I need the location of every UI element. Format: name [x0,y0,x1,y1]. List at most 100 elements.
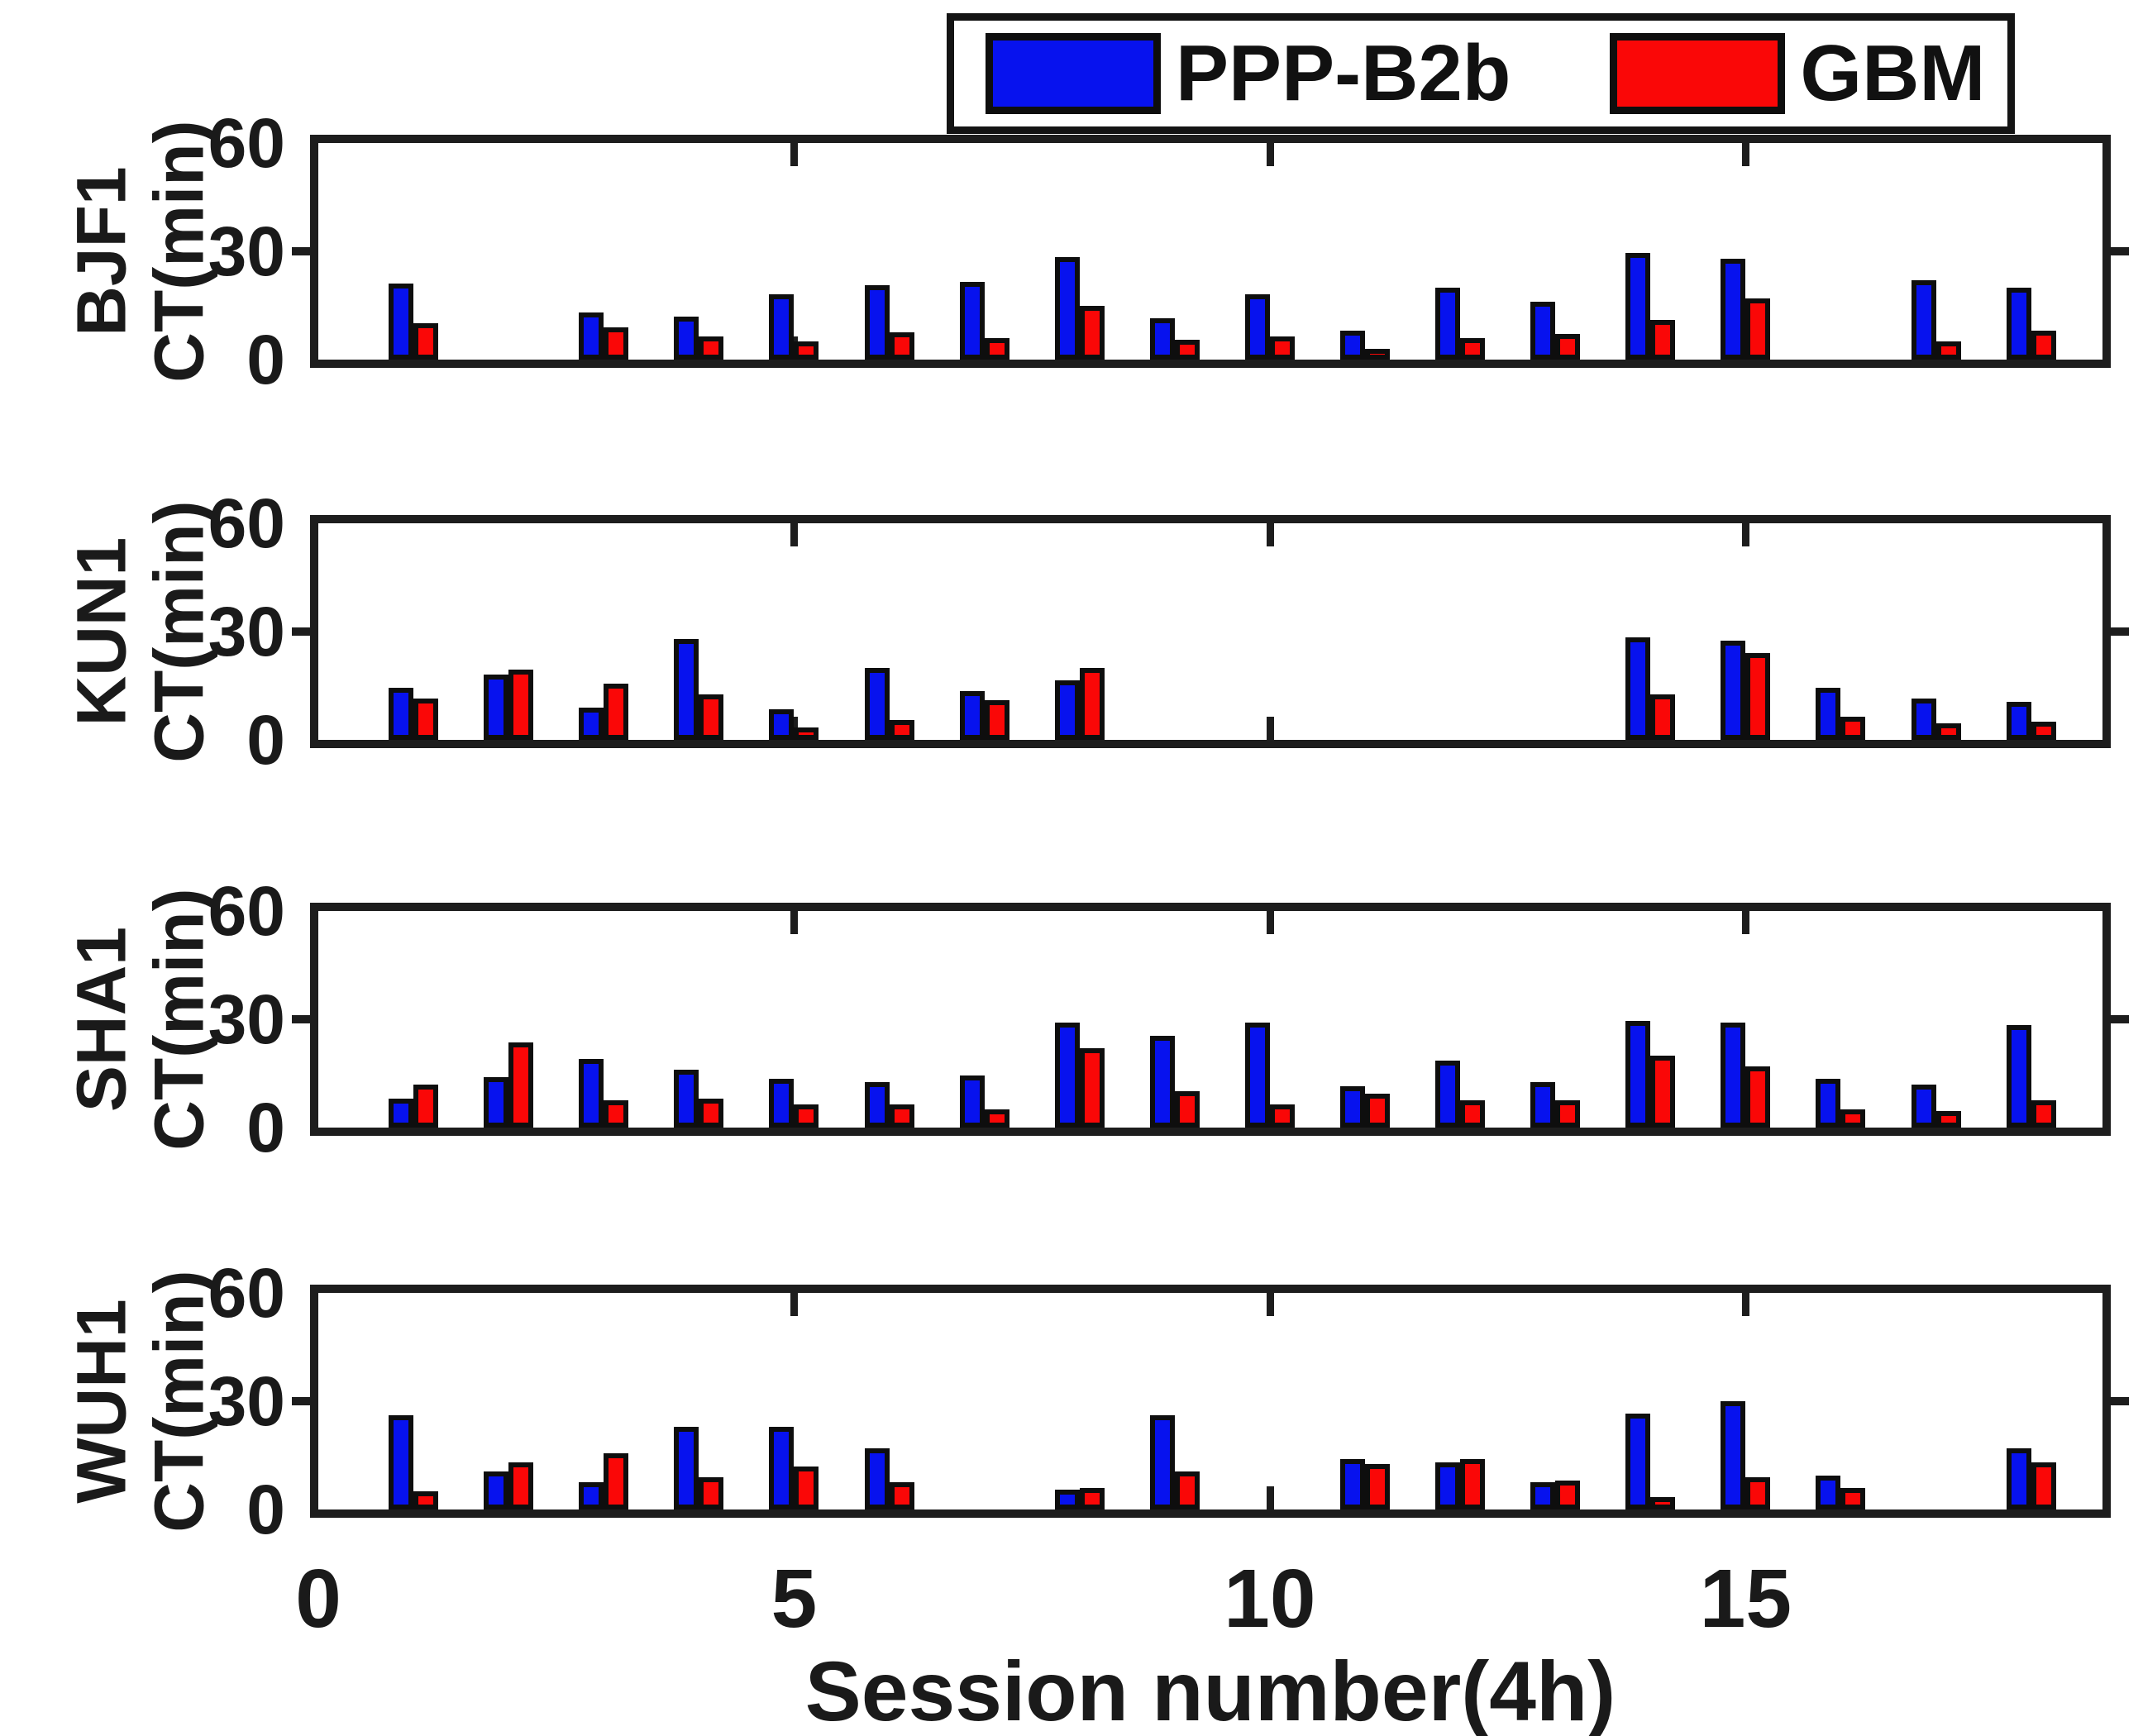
bar-ppp-b2b-sha1-s15 [1721,1023,1746,1128]
bar-gbm-bjf1-s3 [604,327,629,360]
bar-gbm-sha1-s14 [1650,1055,1676,1128]
y-tick-label-60: 60 [208,104,285,182]
bar-ppp-b2b-wuh1-s14 [1625,1414,1651,1509]
bar-ppp-b2b-sha1-s17 [1911,1084,1936,1128]
x-tick-top [790,143,799,166]
legend: PPP-B2b GBM [947,13,2015,134]
bar-gbm-kun1-s3 [604,684,629,740]
bar-ppp-b2b-bjf1-s17 [1911,279,1936,360]
y-tick-label-60: 60 [208,484,285,562]
bar-gbm-kun1-s18 [2031,722,2056,740]
bar-gbm-wuh1-s11 [1365,1464,1391,1509]
plot-area-wuh1 [310,1285,2111,1518]
bar-gbm-sha1-s17 [1935,1111,1961,1128]
x-tick-label-10: 10 [1224,1552,1316,1645]
bar-gbm-sha1-s4 [699,1099,724,1128]
bar-ppp-b2b-sha1-s5 [769,1079,795,1128]
bar-gbm-wuh1-s2 [508,1462,534,1509]
bar-gbm-bjf1-s8 [1079,305,1105,360]
bar-ppp-b2b-kun1-s6 [864,667,890,740]
bar-ppp-b2b-bjf1-s6 [864,285,890,360]
x-tick-top [1266,911,1274,934]
bar-gbm-bjf1-s11 [1365,348,1391,360]
bar-gbm-kun1-s5 [794,727,819,740]
bar-gbm-sha1-s1 [413,1084,439,1128]
x-axis-title: Session number(4h) [804,1644,1616,1736]
bar-ppp-b2b-sha1-s7 [959,1075,985,1128]
y-tick-label-30: 30 [208,980,285,1058]
bar-ppp-b2b-wuh1-s2 [484,1471,509,1509]
legend-label-gbm: GBM [1800,29,1986,117]
bar-ppp-b2b-bjf1-s8 [1054,256,1080,360]
bar-ppp-b2b-bjf1-s13 [1530,302,1556,360]
bar-gbm-sha1-s15 [1745,1066,1771,1128]
bar-gbm-wuh1-s13 [1555,1481,1581,1509]
x-tick-top [1266,523,1274,546]
bar-gbm-kun1-s6 [889,719,914,740]
bar-ppp-b2b-sha1-s8 [1054,1023,1080,1128]
bar-ppp-b2b-kun1-s16 [1816,687,1841,740]
bar-ppp-b2b-kun1-s17 [1911,698,1936,740]
x-tick-bottom [1266,717,1274,740]
bar-ppp-b2b-bjf1-s10 [1244,294,1270,360]
bar-gbm-bjf1-s7 [984,337,1009,360]
bar-gbm-kun1-s2 [508,669,534,740]
bar-ppp-b2b-wuh1-s15 [1721,1401,1746,1509]
bar-gbm-wuh1-s16 [1840,1487,1866,1509]
y-tick-label-30: 30 [208,593,285,670]
y-tick-left [292,247,310,255]
bar-ppp-b2b-kun1-s14 [1625,637,1651,740]
bar-ppp-b2b-wuh1-s8 [1054,1489,1080,1509]
legend-swatch-gbm [1610,33,1786,114]
bar-ppp-b2b-wuh1-s6 [864,1447,890,1509]
bar-gbm-bjf1-s5 [794,341,819,360]
y-tick-right [2111,1397,2129,1405]
x-tick-top [1266,1293,1274,1316]
bar-gbm-sha1-s10 [1269,1104,1295,1128]
bar-ppp-b2b-bjf1-s18 [2006,287,2031,360]
bar-gbm-sha1-s9 [1174,1091,1200,1128]
legend-label-ppp-b2b: PPP-B2b [1176,29,1511,117]
y-tick-left [292,1397,310,1405]
bar-ppp-b2b-wuh1-s12 [1435,1462,1461,1509]
bar-ppp-b2b-bjf1-s14 [1625,253,1651,360]
bar-gbm-sha1-s2 [508,1042,534,1128]
bar-ppp-b2b-wuh1-s1 [389,1415,414,1509]
bar-gbm-wuh1-s18 [2031,1462,2056,1509]
bar-ppp-b2b-wuh1-s18 [2006,1447,2031,1509]
y-tick-label-0: 0 [246,321,285,398]
legend-swatch-ppp-b2b [986,33,1161,114]
bar-ppp-b2b-sha1-s12 [1435,1061,1461,1128]
bar-gbm-wuh1-s6 [889,1482,914,1509]
bar-gbm-bjf1-s13 [1555,334,1581,360]
bar-gbm-sha1-s8 [1079,1047,1105,1128]
bar-gbm-bjf1-s4 [699,336,724,360]
bar-ppp-b2b-wuh1-s11 [1340,1458,1366,1509]
bar-ppp-b2b-kun1-s7 [959,691,985,740]
bar-gbm-bjf1-s17 [1935,341,1961,360]
bar-ppp-b2b-bjf1-s5 [769,294,795,360]
bar-ppp-b2b-bjf1-s11 [1340,331,1366,360]
bar-gbm-kun1-s17 [1935,723,1961,740]
bar-gbm-kun1-s7 [984,699,1009,740]
bar-gbm-sha1-s3 [604,1100,629,1128]
bar-gbm-kun1-s14 [1650,694,1676,740]
bar-gbm-sha1-s12 [1460,1100,1486,1128]
bar-ppp-b2b-wuh1-s3 [579,1482,604,1509]
x-tick-top [1742,1293,1750,1316]
bar-ppp-b2b-sha1-s9 [1149,1035,1175,1128]
bar-ppp-b2b-wuh1-s16 [1816,1475,1841,1509]
bar-ppp-b2b-wuh1-s9 [1149,1415,1175,1509]
bar-gbm-bjf1-s6 [889,332,914,360]
bar-ppp-b2b-bjf1-s15 [1721,258,1746,360]
bar-ppp-b2b-sha1-s3 [579,1059,604,1128]
bar-ppp-b2b-kun1-s2 [484,675,509,740]
bar-gbm-bjf1-s18 [2031,331,2056,360]
bar-ppp-b2b-bjf1-s1 [389,284,414,360]
bar-gbm-sha1-s6 [889,1104,914,1128]
bar-ppp-b2b-kun1-s18 [2006,702,2031,740]
y-tick-right [2111,247,2129,255]
bar-gbm-sha1-s16 [1840,1109,1866,1128]
x-tick-top [1742,911,1750,934]
bar-gbm-kun1-s4 [699,694,724,740]
